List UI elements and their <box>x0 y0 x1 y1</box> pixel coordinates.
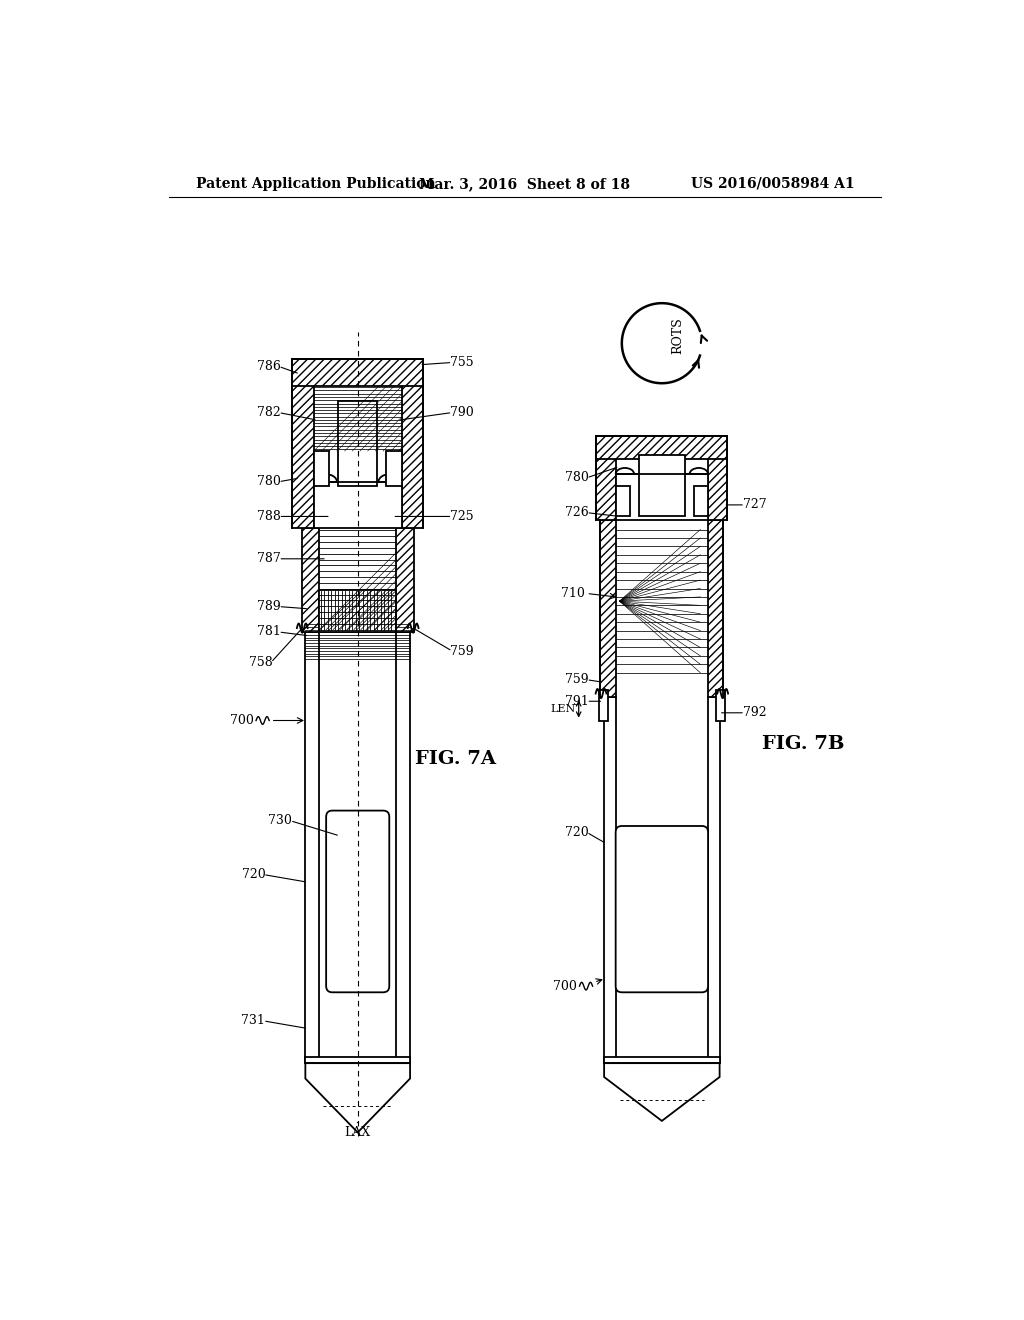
Bar <box>694 486 708 516</box>
Bar <box>600 520 615 697</box>
Text: 759: 759 <box>565 673 589 686</box>
Bar <box>305 1057 410 1063</box>
Bar <box>319 590 396 632</box>
Text: LAX: LAX <box>345 1126 371 1139</box>
Bar <box>708 520 724 697</box>
Bar <box>708 697 720 1063</box>
Bar <box>708 436 727 520</box>
Bar <box>596 436 615 520</box>
Text: 755: 755 <box>451 356 474 370</box>
Text: 725: 725 <box>451 510 474 523</box>
Bar <box>313 482 401 528</box>
Text: 789: 789 <box>257 601 281 612</box>
Bar <box>615 486 630 516</box>
Text: 727: 727 <box>742 499 766 511</box>
Bar <box>396 528 414 632</box>
Text: 780: 780 <box>565 471 589 484</box>
Text: 781: 781 <box>257 626 281 639</box>
Text: FIG. 7B: FIG. 7B <box>762 735 845 752</box>
Text: 788: 788 <box>257 510 281 523</box>
Bar <box>596 436 727 459</box>
Bar <box>401 359 423 528</box>
Text: 710: 710 <box>561 587 585 601</box>
Text: 700: 700 <box>229 714 254 727</box>
Bar <box>292 359 423 385</box>
Text: 786: 786 <box>257 360 281 372</box>
Text: 782: 782 <box>257 407 281 418</box>
Text: 731: 731 <box>242 1014 265 1027</box>
Text: 780: 780 <box>257 475 281 488</box>
Bar <box>604 1057 720 1063</box>
Bar <box>604 697 615 1063</box>
Text: 730: 730 <box>268 814 292 828</box>
Text: Patent Application Publication: Patent Application Publication <box>196 177 435 191</box>
FancyBboxPatch shape <box>615 826 708 993</box>
Text: ROTS: ROTS <box>671 317 684 354</box>
Bar <box>386 451 401 486</box>
Text: 720: 720 <box>565 825 589 838</box>
Text: FIG. 7A: FIG. 7A <box>416 750 497 768</box>
FancyBboxPatch shape <box>326 810 389 993</box>
Text: 787: 787 <box>257 552 281 565</box>
Text: 726: 726 <box>565 506 589 519</box>
Text: 792: 792 <box>742 706 766 719</box>
Text: US 2016/0058984 A1: US 2016/0058984 A1 <box>691 177 854 191</box>
Bar <box>615 474 708 520</box>
Text: 758: 758 <box>249 656 273 669</box>
Text: Mar. 3, 2016  Sheet 8 of 18: Mar. 3, 2016 Sheet 8 of 18 <box>419 177 631 191</box>
Text: 759: 759 <box>451 644 474 657</box>
Bar <box>292 359 313 528</box>
Bar <box>339 401 377 486</box>
Bar <box>305 632 319 1063</box>
Text: 791: 791 <box>565 694 589 708</box>
Bar <box>301 528 319 632</box>
Text: 720: 720 <box>242 869 265 880</box>
Bar <box>639 455 685 516</box>
Bar <box>716 689 725 721</box>
Bar <box>599 689 608 721</box>
Polygon shape <box>604 1063 720 1121</box>
Text: 790: 790 <box>451 407 474 418</box>
Bar <box>396 632 410 1063</box>
Text: 700: 700 <box>553 979 578 993</box>
Polygon shape <box>305 1063 410 1133</box>
Text: LEN: LEN <box>550 704 575 714</box>
Bar <box>313 451 330 486</box>
